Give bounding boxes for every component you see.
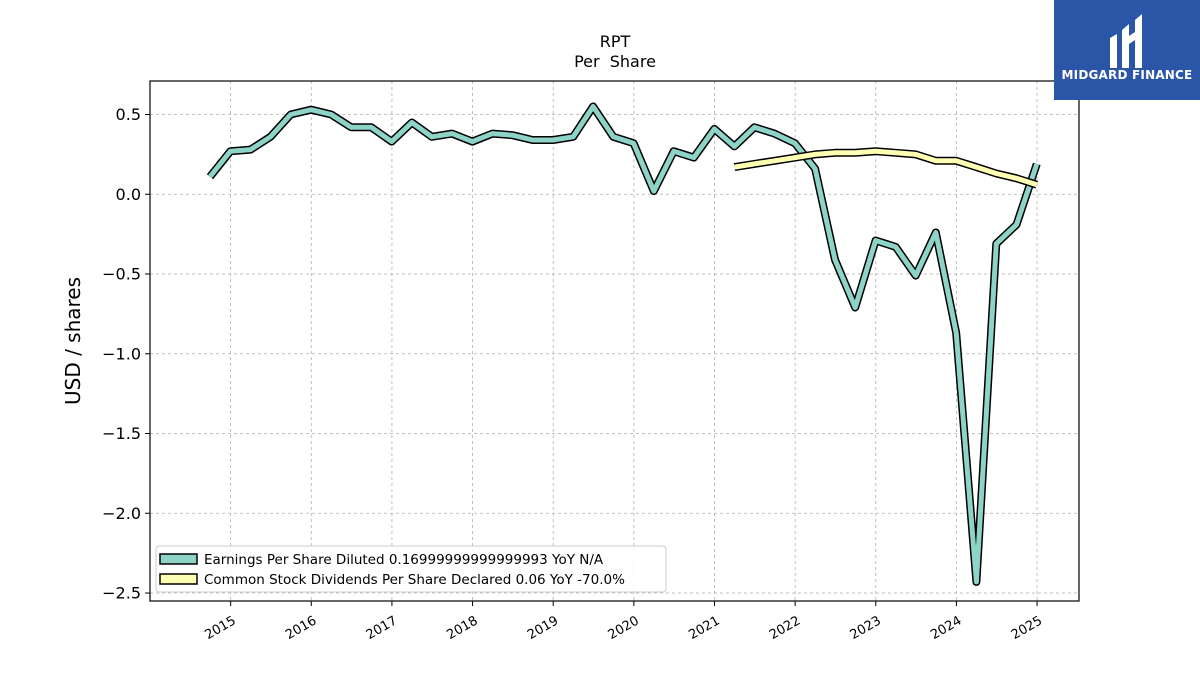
legend-label: Earnings Per Share Diluted 0.16999999999…: [204, 552, 604, 568]
x-tick-label: 2020: [606, 613, 642, 643]
x-tick-label: 2025: [1009, 613, 1045, 643]
plot-frame: [149, 80, 1080, 602]
legend-box: [155, 545, 667, 593]
x-tick-label: 2024: [928, 613, 964, 643]
series-line: [208, 104, 1040, 585]
legend-label: Common Stock Dividends Per Share Declare…: [204, 572, 625, 588]
series-outline: [206, 102, 1041, 586]
legend-swatch: [159, 553, 198, 565]
x-tick-label: 2019: [525, 613, 561, 643]
y-axis-label: USD / shares: [61, 277, 85, 405]
legend-swatch: [159, 573, 198, 585]
brand-logo: MIDGARD FINANCE: [1054, 0, 1200, 100]
legend: Earnings Per Share Diluted 0.16999999999…: [155, 545, 667, 593]
series-layer: [206, 102, 1041, 586]
series-line: [734, 148, 1038, 188]
chart-subtitle: Per Share: [574, 52, 656, 71]
y-tick-label: 0.0: [116, 185, 141, 204]
grid-lines: [150, 81, 1079, 601]
x-tick-label: 2015: [202, 613, 238, 643]
y-tick-label: −2.5: [102, 584, 141, 603]
chart-title: RPT: [600, 32, 631, 51]
y-tick-label: 0.5: [116, 105, 141, 124]
y-axis-ticks: 0.5 0.0 −0.5 −1.0 −1.5 −2.0 −2.5: [102, 105, 150, 603]
series-1: [206, 102, 1041, 586]
x-tick-label: 2023: [848, 613, 884, 643]
stylized-h-logo-icon: [1110, 14, 1142, 68]
x-tick-label: 2018: [444, 613, 480, 643]
series-2: [733, 147, 1039, 189]
y-tick-label: −0.5: [102, 265, 141, 284]
x-tick-label: 2017: [364, 613, 400, 643]
x-tick-label: 2022: [767, 613, 803, 643]
y-tick-label: −2.0: [102, 504, 141, 523]
brand-name: MIDGARD FINANCE: [1061, 68, 1193, 82]
series-outline: [733, 147, 1039, 189]
y-tick-label: −1.5: [102, 424, 141, 443]
y-tick-label: −1.0: [102, 344, 141, 363]
x-tick-label: 2021: [686, 613, 722, 643]
x-tick-label: 2016: [283, 613, 319, 643]
x-axis-ticks: 2015 2016 2017 2018 2019 2020 2021 2022 2023 2024…: [202, 601, 1045, 643]
